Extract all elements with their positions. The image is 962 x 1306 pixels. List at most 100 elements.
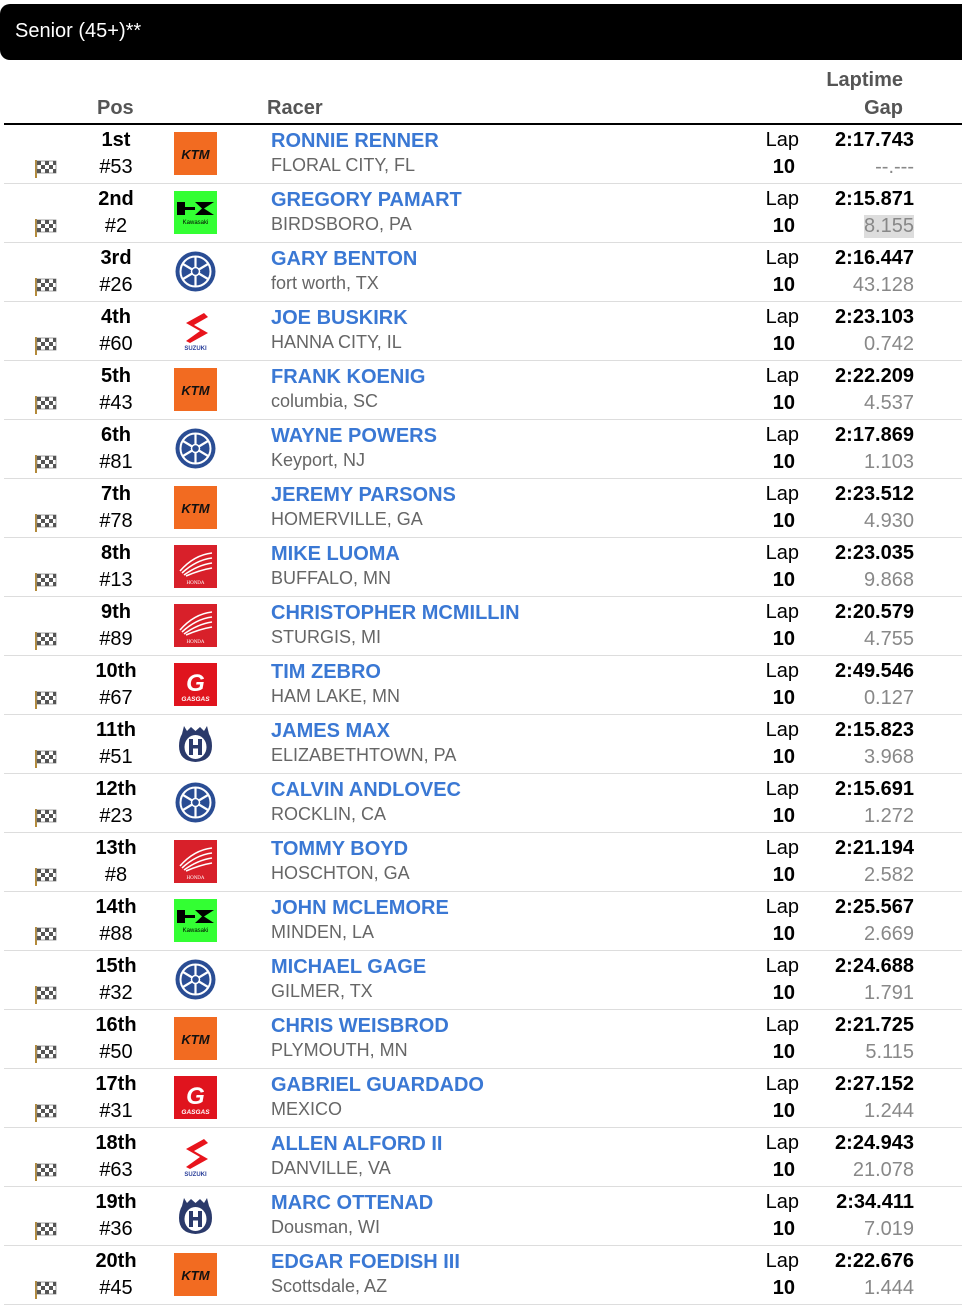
table-row: 19th #36 MARC OTTENAD Dousman, WI Lap 10 2:34.… <box>4 1187 962 1246</box>
racer-location: HAM LAKE, MN <box>271 686 401 706</box>
lap-label: Lap <box>765 778 799 800</box>
svg-text:HONDA: HONDA <box>186 876 204 881</box>
racer-number: #45 <box>99 1277 133 1299</box>
racer-name-link[interactable]: CALVIN ANDLOVEC <box>271 779 461 801</box>
checkered-flag-icon <box>35 219 57 237</box>
gap: 1.791 <box>863 982 914 1004</box>
racer-location: MEXICO <box>271 1099 343 1119</box>
lap-label: Lap <box>765 483 799 505</box>
laptime: 2:17.869 <box>835 424 914 446</box>
header-divider <box>4 123 962 125</box>
racer-name-link[interactable]: CHRIS WEISBROD <box>271 1015 449 1037</box>
racer-number: #43 <box>99 392 133 414</box>
racer-name-link[interactable]: ALLEN ALFORD II <box>271 1133 443 1155</box>
racer-location: STURGIS, MI <box>271 627 382 647</box>
position: 20th <box>95 1250 137 1272</box>
racer-location: HOSCHTON, GA <box>271 863 410 883</box>
position: 12th <box>95 778 137 800</box>
checkered-flag-icon <box>35 691 57 709</box>
laptime: 2:21.725 <box>835 1014 914 1036</box>
racer-name-link[interactable]: TIM ZEBRO <box>271 661 381 683</box>
position: 5th <box>101 365 131 387</box>
racer-name-link[interactable]: JAMES MAX <box>271 720 390 742</box>
ktm-logo-icon: KTM <box>174 1017 217 1060</box>
lap-count: 10 <box>772 1159 795 1181</box>
lap-count: 10 <box>772 156 795 178</box>
racer-name-link[interactable]: GREGORY PAMART <box>271 189 462 211</box>
lap-count: 10 <box>772 510 795 532</box>
racer-number: #50 <box>99 1041 133 1063</box>
laptime: 2:23.035 <box>835 542 914 564</box>
lap-label: Lap <box>765 837 799 859</box>
racer-location: ROCKLIN, CA <box>271 804 387 824</box>
racer-name-link[interactable]: FRANK KOENIG <box>271 366 426 388</box>
position: 10th <box>95 660 137 682</box>
position: 4th <box>101 306 131 328</box>
racer-name-link[interactable]: MIKE LUOMA <box>271 543 400 565</box>
svg-text:KTM: KTM <box>181 147 210 162</box>
position: 6th <box>101 424 131 446</box>
svg-text:GASGAS: GASGAS <box>181 1109 210 1116</box>
ktm-logo-icon: KTM <box>174 368 217 411</box>
table-row: 4th #60 SUZUKI JOE BUSKIRK HANNA CITY, IL Lap… <box>4 302 962 361</box>
position: 14th <box>95 896 137 918</box>
racer-name-link[interactable]: CHRISTOPHER MCMILLIN <box>271 602 520 624</box>
racer-name-link[interactable]: JOHN MCLEMORE <box>271 897 449 919</box>
lap-count: 10 <box>772 923 795 945</box>
position: 19th <box>95 1191 137 1213</box>
header-laptime: Laptime <box>826 69 903 91</box>
gap: 4.755 <box>863 628 914 650</box>
racer-name-link[interactable]: GABRIEL GUARDADO <box>271 1074 484 1096</box>
svg-text:KTM: KTM <box>181 1032 210 1047</box>
gasgas-logo-icon: G GASGAS <box>174 663 217 706</box>
lap-count: 10 <box>772 451 795 473</box>
checkered-flag-icon <box>35 1045 57 1063</box>
laptime: 2:27.152 <box>835 1073 914 1095</box>
racer-location: BIRDSBORO, PA <box>271 214 412 234</box>
table-row: 17th #31 G GASGAS GABRIEL GUARDADO MEXICO Lap 1… <box>4 1069 962 1128</box>
table-row: 15th #32 MICHAEL GAGE GILMER, TX Lap 10 2:24.6… <box>4 951 962 1010</box>
racer-name-link[interactable]: JOE BUSKIRK <box>271 307 408 329</box>
gap: 21.078 <box>852 1159 914 1181</box>
lap-count: 10 <box>772 628 795 650</box>
position: 2nd <box>98 188 134 210</box>
lap-label: Lap <box>765 896 799 918</box>
lap-label: Lap <box>765 601 799 623</box>
svg-text:SUZUKI: SUZUKI <box>184 346 207 352</box>
lap-count: 10 <box>772 864 795 886</box>
suzuki-logo-icon: SUZUKI <box>174 1135 217 1178</box>
checkered-flag-icon <box>35 396 57 414</box>
suzuki-logo-icon: SUZUKI <box>174 309 217 352</box>
racer-number: #26 <box>99 274 133 296</box>
header-gap: Gap <box>864 97 903 119</box>
table-row: 7th #78 KTM JEREMY PARSONS HOMERVILLE, GA Lap… <box>4 479 962 538</box>
lap-count: 10 <box>772 392 795 414</box>
racer-name-link[interactable]: EDGAR FOEDISH III <box>271 1251 460 1273</box>
racer-name-link[interactable]: MICHAEL GAGE <box>271 956 427 978</box>
ktm-logo-icon: KTM <box>174 132 217 175</box>
racer-number: #81 <box>99 451 133 473</box>
racer-name-link[interactable]: RONNIE RENNER <box>271 130 439 152</box>
racer-name-link[interactable]: TOMMY BOYD <box>271 838 409 860</box>
svg-text:KTM: KTM <box>181 383 210 398</box>
table-row: 10th #67 G GASGAS TIM ZEBRO HAM LAKE, MN Lap 10… <box>4 656 962 715</box>
table-row: 9th #89 HONDA CHRISTOPHER MCMILLIN STURGIS, … <box>4 597 962 656</box>
racer-name-link[interactable]: MARC OTTENAD <box>271 1192 434 1214</box>
gap: 1.244 <box>863 1100 914 1122</box>
svg-text:G: G <box>186 1083 205 1110</box>
checkered-flag-icon <box>35 573 57 591</box>
racer-name-link[interactable]: GARY BENTON <box>271 248 418 270</box>
gap: 5.115 <box>865 1041 914 1063</box>
racer-number: #13 <box>99 569 133 591</box>
racer-number: #23 <box>99 805 133 827</box>
gap: 2.669 <box>863 923 914 945</box>
racer-name-link[interactable]: JEREMY PARSONS <box>271 484 456 506</box>
racer-number: #32 <box>99 982 133 1004</box>
svg-text:KTM: KTM <box>181 1268 210 1283</box>
racer-name-link[interactable]: WAYNE POWERS <box>271 425 437 447</box>
lap-label: Lap <box>765 247 799 269</box>
racer-location: fort worth, TX <box>271 273 379 293</box>
racer-number: #36 <box>99 1218 133 1240</box>
laptime: 2:23.512 <box>835 483 914 505</box>
gasgas-logo-icon: G GASGAS <box>174 1076 217 1119</box>
